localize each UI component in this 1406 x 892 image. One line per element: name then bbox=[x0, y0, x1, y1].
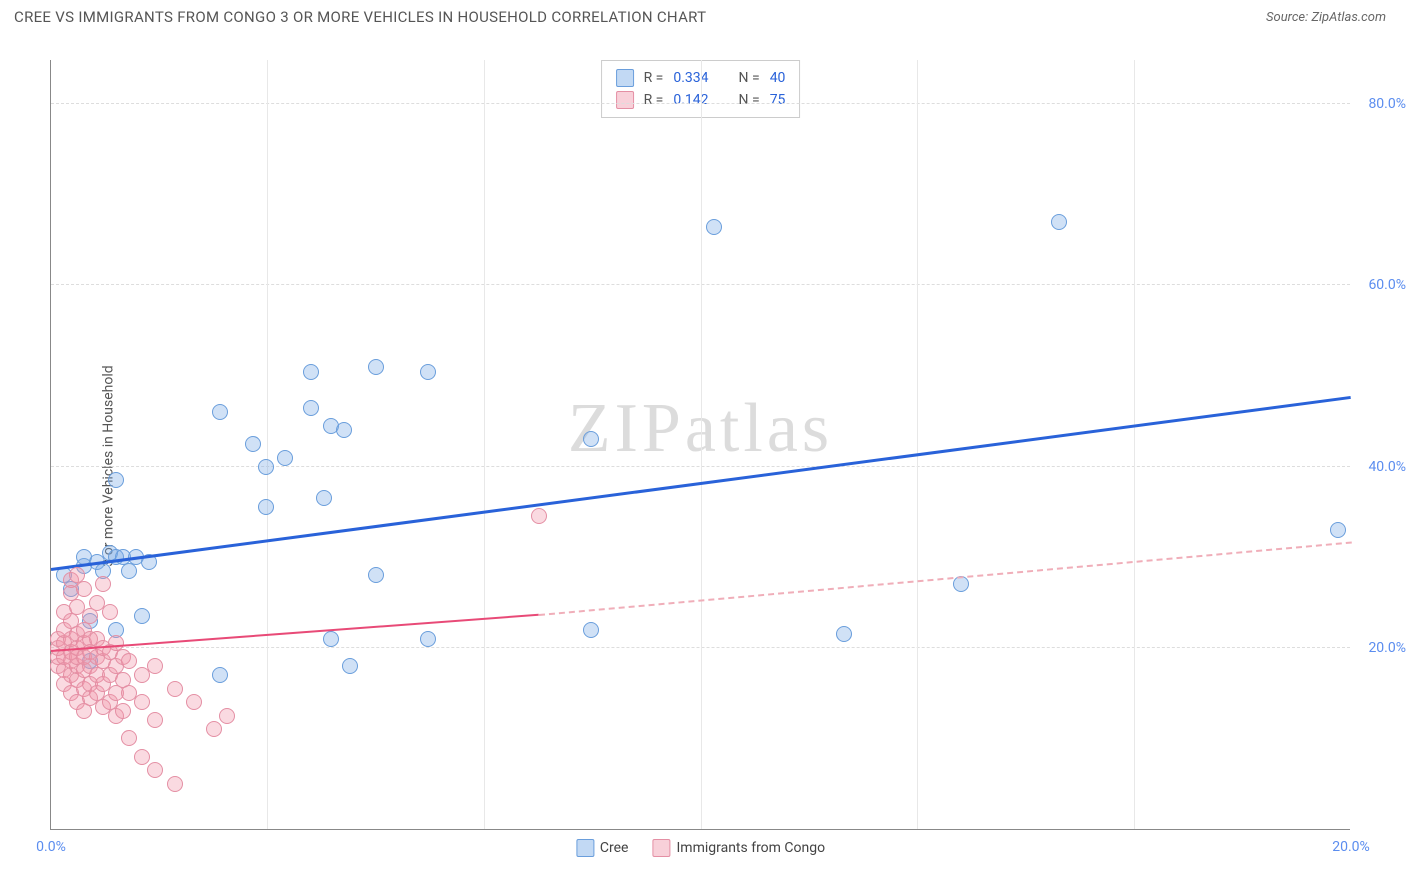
source-attribution: Source: ZipAtlas.com bbox=[1266, 10, 1386, 25]
x-tick-label: 0.0% bbox=[36, 839, 66, 855]
data-point bbox=[1051, 214, 1067, 230]
data-point bbox=[167, 776, 183, 792]
y-tick-label: 60.0% bbox=[1368, 277, 1406, 293]
data-point bbox=[147, 712, 163, 728]
data-point bbox=[134, 694, 150, 710]
data-point bbox=[134, 608, 150, 624]
chart-header: CREE VS IMMIGRANTS FROM CONGO 3 OR MORE … bbox=[0, 0, 1406, 30]
trend-line bbox=[538, 542, 1351, 616]
legend-swatch bbox=[616, 91, 634, 109]
source-link[interactable]: ZipAtlas.com bbox=[1311, 10, 1386, 25]
data-point bbox=[258, 499, 274, 515]
data-point bbox=[836, 626, 852, 642]
data-point bbox=[102, 604, 118, 620]
gridline-vertical bbox=[484, 60, 485, 829]
data-point bbox=[342, 658, 358, 674]
data-point bbox=[245, 436, 261, 452]
data-point bbox=[212, 667, 228, 683]
data-point bbox=[212, 404, 228, 420]
series-legend: Cree Immigrants from Congo bbox=[576, 839, 825, 857]
gridline-vertical bbox=[701, 60, 702, 829]
data-point bbox=[121, 653, 137, 669]
data-point bbox=[134, 749, 150, 765]
data-point bbox=[95, 576, 111, 592]
data-point bbox=[147, 762, 163, 778]
data-point bbox=[121, 730, 137, 746]
legend-swatch bbox=[576, 839, 594, 857]
data-point bbox=[1330, 522, 1346, 538]
y-tick-label: 40.0% bbox=[1368, 459, 1406, 475]
stat-label-n: N = bbox=[739, 92, 760, 108]
gridline-vertical bbox=[917, 60, 918, 829]
legend-swatch bbox=[616, 69, 634, 87]
legend-label: Cree bbox=[600, 840, 629, 856]
data-point bbox=[420, 364, 436, 380]
data-point bbox=[303, 364, 319, 380]
y-tick-label: 80.0% bbox=[1368, 96, 1406, 112]
x-tick-label: 20.0% bbox=[1332, 839, 1370, 855]
data-point bbox=[115, 703, 131, 719]
data-point bbox=[323, 631, 339, 647]
stat-value-n: 40 bbox=[770, 70, 786, 86]
data-point bbox=[108, 472, 124, 488]
gridline-vertical bbox=[1134, 60, 1135, 829]
data-point bbox=[420, 631, 436, 647]
data-point bbox=[583, 431, 599, 447]
data-point bbox=[186, 694, 202, 710]
legend-item: Cree bbox=[576, 839, 629, 857]
data-point bbox=[76, 581, 92, 597]
plot-area: ZIPatlas R =0.334N =40R =0.142N =75 Cree… bbox=[50, 60, 1350, 830]
source-prefix: Source: bbox=[1266, 10, 1311, 25]
legend-swatch bbox=[652, 839, 670, 857]
stat-label-r: R = bbox=[644, 92, 664, 108]
data-point bbox=[316, 490, 332, 506]
data-point bbox=[303, 400, 319, 416]
stat-value-n: 75 bbox=[770, 92, 786, 108]
legend-label: Immigrants from Congo bbox=[676, 840, 825, 856]
data-point bbox=[531, 508, 547, 524]
data-point bbox=[336, 422, 352, 438]
data-point bbox=[219, 708, 235, 724]
y-tick-label: 20.0% bbox=[1368, 640, 1406, 656]
data-point bbox=[167, 681, 183, 697]
chart-title: CREE VS IMMIGRANTS FROM CONGO 3 OR MORE … bbox=[14, 8, 706, 26]
data-point bbox=[277, 450, 293, 466]
legend-item: Immigrants from Congo bbox=[652, 839, 825, 857]
stat-value-r: 0.142 bbox=[673, 92, 708, 108]
data-point bbox=[147, 658, 163, 674]
stat-value-r: 0.334 bbox=[673, 70, 708, 86]
gridline-vertical bbox=[267, 60, 268, 829]
data-point bbox=[368, 567, 384, 583]
data-point bbox=[583, 622, 599, 638]
data-point bbox=[368, 359, 384, 375]
stat-label-n: N = bbox=[739, 70, 760, 86]
data-point bbox=[206, 721, 222, 737]
data-point bbox=[706, 219, 722, 235]
chart-container: 3 or more Vehicles in Household ZIPatlas… bbox=[0, 40, 1406, 892]
stat-label-r: R = bbox=[644, 70, 664, 86]
data-point bbox=[258, 459, 274, 475]
